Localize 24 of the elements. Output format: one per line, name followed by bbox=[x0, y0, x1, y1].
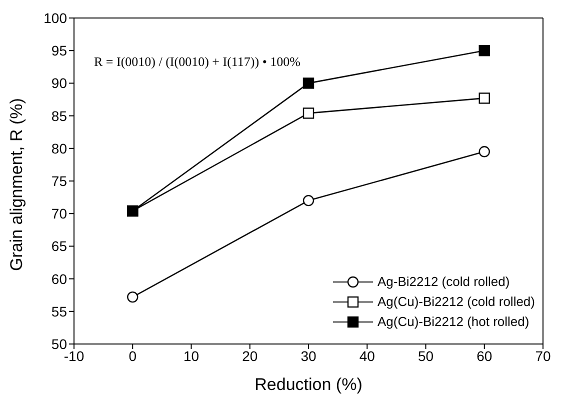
y-tick-label: 55 bbox=[51, 303, 68, 320]
x-axis-title: Reduction (%) bbox=[254, 375, 362, 394]
y-tick-label: 100 bbox=[44, 10, 68, 26]
y-tick-label: 60 bbox=[51, 270, 68, 287]
x-tick-label: 60 bbox=[476, 348, 492, 364]
legend-label: Ag(Cu)-Bi2212 (hot rolled) bbox=[377, 314, 530, 329]
x-tick-label: 50 bbox=[418, 348, 434, 364]
y-tick-label: 90 bbox=[51, 75, 68, 92]
x-tick-label: 10 bbox=[183, 348, 200, 364]
x-tick-label: 70 bbox=[535, 348, 551, 364]
x-tick-label: 0 bbox=[128, 348, 137, 364]
y-tick-label: 95 bbox=[51, 42, 68, 59]
legend-label: Ag(Cu)-Bi2212 (cold rolled) bbox=[377, 294, 535, 309]
y-tick-label: 65 bbox=[51, 238, 68, 254]
y-tick-label: 80 bbox=[51, 140, 68, 156]
y-tick-label: 70 bbox=[51, 206, 68, 222]
annotation: R = I(0010) / (I(0010) + I(117)) • 100% bbox=[94, 54, 300, 70]
y-axis-title: Grain alignment, R (%) bbox=[7, 98, 26, 271]
x-tick-label: 30 bbox=[300, 348, 316, 364]
x-tick-label: 20 bbox=[242, 348, 258, 364]
legend-label: Ag-Bi2212 (cold rolled) bbox=[377, 274, 510, 289]
y-tick-label: 75 bbox=[51, 172, 68, 189]
x-tick-label: 40 bbox=[359, 348, 376, 364]
y-tick-label: 85 bbox=[51, 108, 68, 124]
